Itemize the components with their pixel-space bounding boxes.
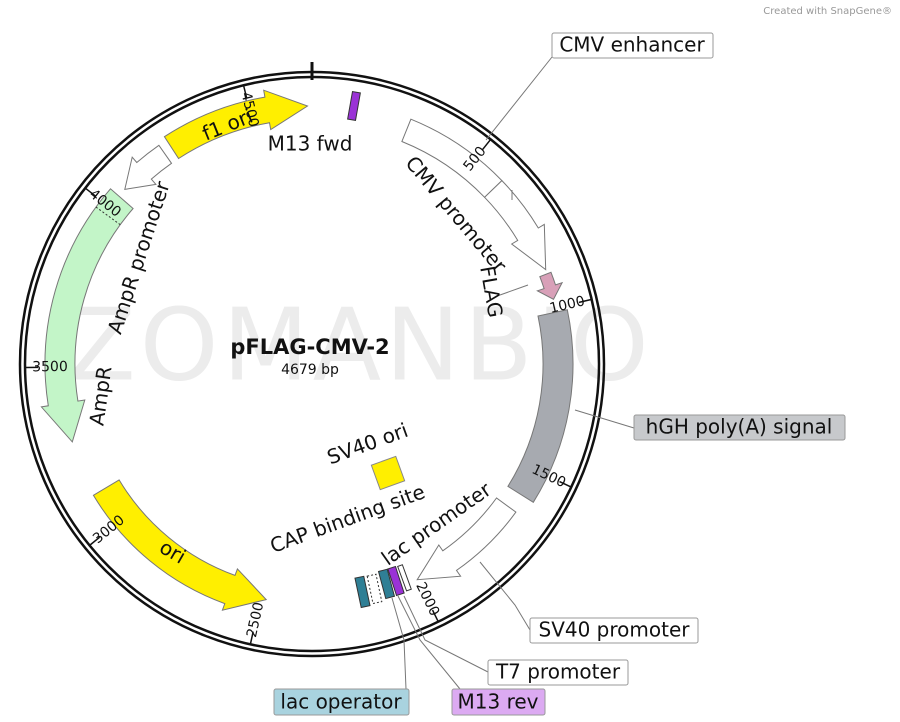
- t7-promoter-mark: [397, 564, 412, 592]
- label-box: [551, 32, 714, 59]
- leader: [574, 409, 635, 429]
- leader: [479, 561, 531, 631]
- label-box: [451, 688, 546, 716]
- tick-mark: [89, 536, 101, 546]
- f1-ori-arrow: [163, 89, 309, 160]
- tick-mark: [249, 631, 254, 644]
- hgh-polya-band: [507, 309, 574, 503]
- leader: [397, 595, 461, 690]
- flag-mark: [536, 271, 564, 300]
- cap-site-mark: [354, 575, 371, 609]
- leader: [485, 56, 553, 141]
- tick-mark: [481, 139, 491, 151]
- feature-label: SV40 promoter: [539, 618, 691, 642]
- lac-region: [354, 564, 412, 609]
- label-box: [529, 617, 699, 644]
- tick-mark: [85, 188, 96, 197]
- m13-rev-mark: [387, 565, 405, 597]
- lac-promoter-mark: [366, 573, 383, 605]
- tick-label: 1000: [548, 293, 586, 317]
- feature-label: hGH poly(A) signal: [646, 415, 833, 439]
- ampr-promoter-arrow: [124, 144, 173, 191]
- ori-arrow: [92, 479, 268, 611]
- feature-label: T7 promoter: [495, 660, 621, 684]
- tick-label: 3500: [32, 359, 68, 375]
- tick-mark: [559, 480, 571, 488]
- feature-label: M13 rev: [458, 690, 539, 714]
- credit: Created with SnapGene®: [763, 6, 892, 17]
- m13-fwd-mark: [347, 90, 361, 122]
- plasmid-length: 4679 bp: [281, 362, 339, 378]
- feature-label: lac operator: [280, 690, 402, 714]
- sv40-promoter-arrow: [416, 497, 517, 581]
- plasmid-name: pFLAG-CMV-2: [230, 335, 389, 359]
- tick-mark: [578, 298, 591, 304]
- label-box: [487, 659, 629, 686]
- tick-mark: [431, 609, 439, 622]
- sv40-ori-mark: [370, 455, 406, 491]
- feature-label: CMV enhancer: [559, 33, 705, 57]
- lac-operator-mark: [377, 568, 396, 600]
- label-box: [273, 688, 410, 716]
- cmv-promoter-arrow: [483, 179, 547, 271]
- label-box: [633, 414, 846, 441]
- ampr-arrow: [40, 188, 134, 443]
- features: [40, 89, 574, 611]
- feature-label: M13 fwd: [268, 132, 353, 156]
- leader: [391, 597, 407, 690]
- tick-label: 2000: [412, 580, 442, 619]
- tick-label: 2500: [244, 601, 267, 639]
- tick-mark: [243, 86, 248, 99]
- leader: [403, 595, 489, 673]
- ampr-divider: [95, 206, 121, 226]
- leader: [499, 284, 529, 296]
